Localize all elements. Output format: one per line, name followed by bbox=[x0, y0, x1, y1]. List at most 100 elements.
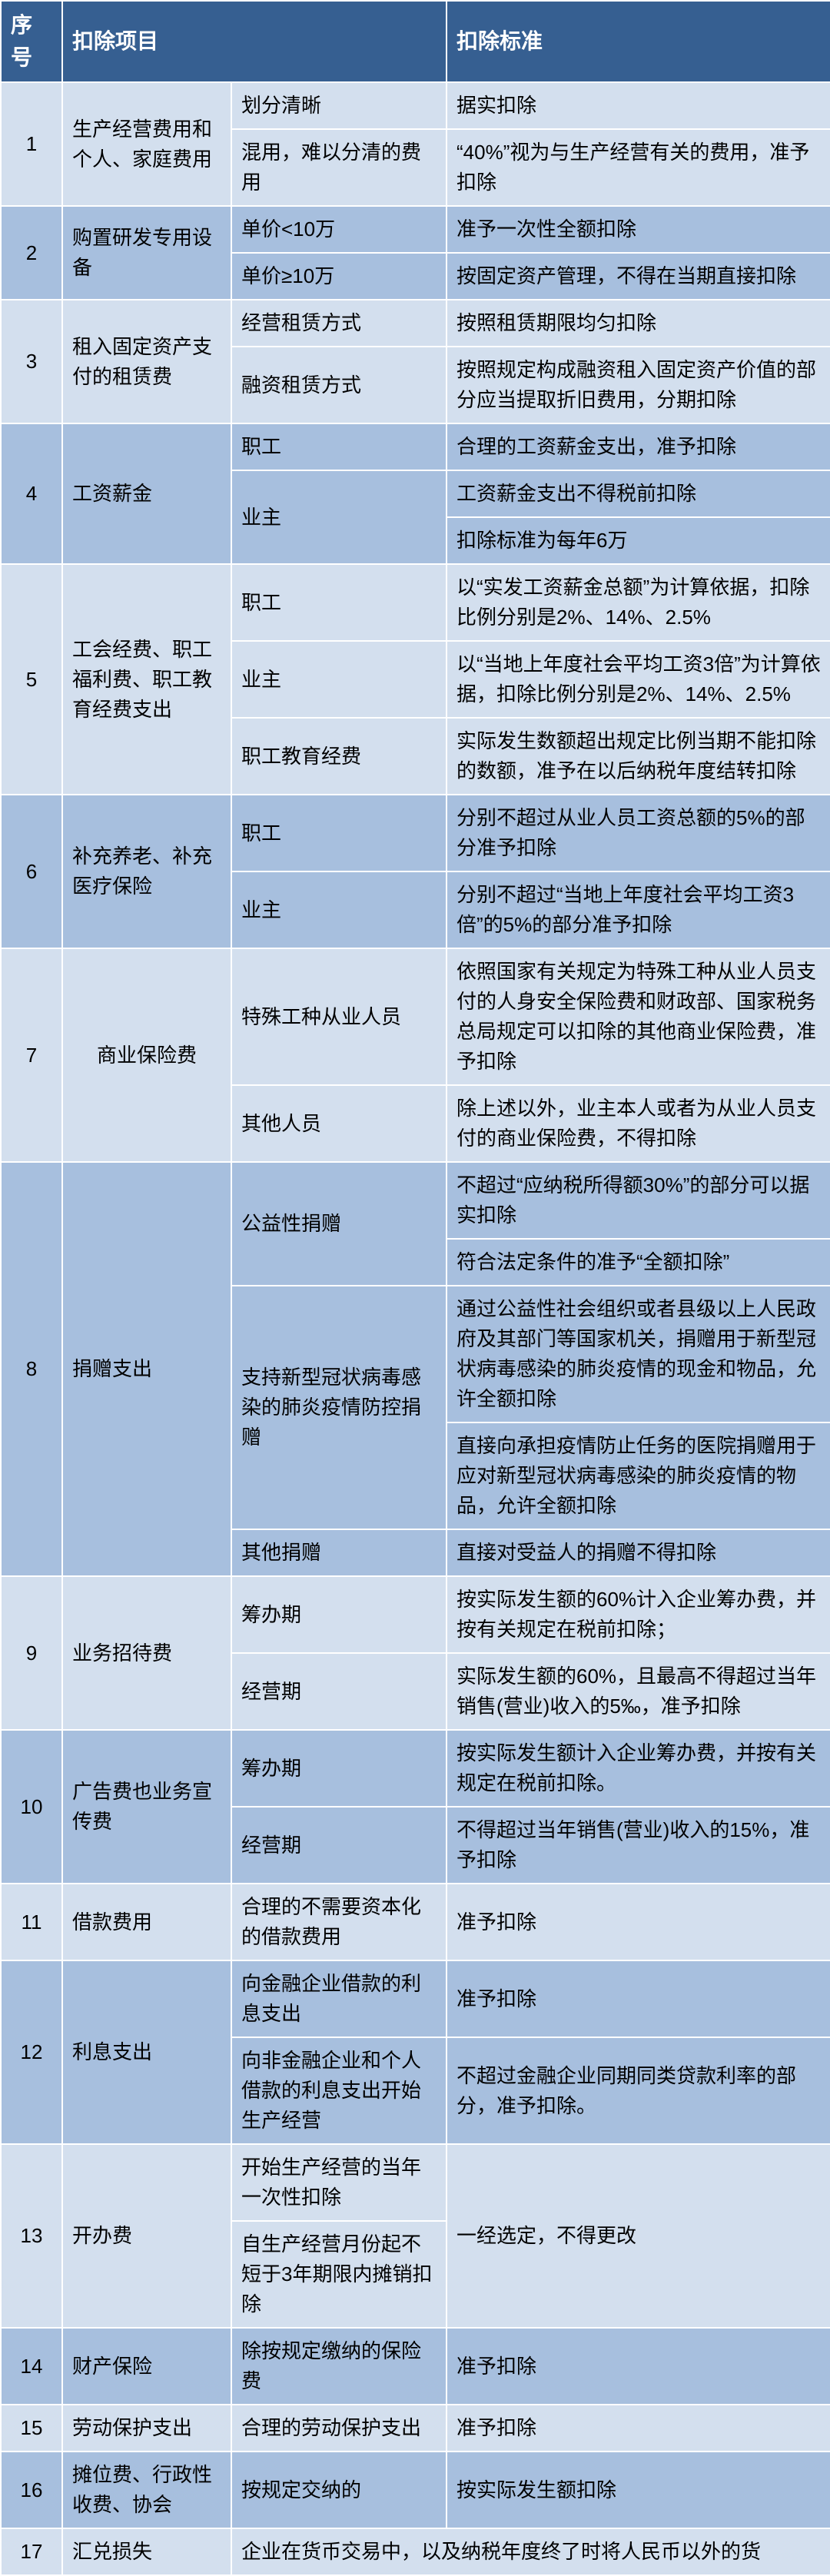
table-cell: 经营期 bbox=[231, 1807, 447, 1884]
header-standard: 扣除标准 bbox=[447, 1, 830, 82]
table-cell: 单价<10万 bbox=[231, 206, 447, 253]
table-cell: 支持新型冠状病毒感染的肺炎疫情防控捐赠 bbox=[231, 1286, 447, 1529]
table-cell: 工资薪金 bbox=[62, 423, 231, 564]
table-cell: 14 bbox=[1, 2328, 62, 2405]
table-cell: 业主 bbox=[231, 470, 447, 564]
table-cell: 职工 bbox=[231, 564, 447, 641]
table-cell: 其他人员 bbox=[231, 1085, 447, 1162]
table-header: 序号 扣除项目 扣除标准 bbox=[1, 1, 830, 82]
table-cell: 借款费用 bbox=[62, 1884, 231, 1960]
table-cell: 16 bbox=[1, 2452, 62, 2528]
table-cell: 准予一次性全额扣除 bbox=[447, 206, 830, 253]
table-cell: 实际发生额的60%，且最高不得超过当年销售(营业)收入的5‰，准予扣除 bbox=[447, 1653, 830, 1730]
table-row: 11借款费用合理的不需要资本化的借款费用准予扣除 bbox=[1, 1884, 830, 1960]
table-cell: 扣除标准为每年6万 bbox=[447, 517, 830, 564]
table-cell: 劳动保护支出 bbox=[62, 2405, 231, 2452]
table-cell: 4 bbox=[1, 423, 62, 564]
header-seq: 序号 bbox=[1, 1, 62, 82]
table-row: 4工资薪金职工合理的工资薪金支出，准予扣除 bbox=[1, 423, 830, 470]
table-cell: 利息支出 bbox=[62, 1960, 231, 2144]
table-cell: 业主 bbox=[231, 871, 447, 948]
table-cell: 通过公益性社会组织或者县级以上人民政府及其部门等国家机关，捐赠用于新型冠状病毒感… bbox=[447, 1286, 830, 1422]
table-row: 10广告费也业务宣传费筹办期按实际发生额计入企业筹办费，并按有关规定在税前扣除。 bbox=[1, 1730, 830, 1807]
table-cell: 按实际发生额计入企业筹办费，并按有关规定在税前扣除。 bbox=[447, 1730, 830, 1807]
table-cell: 9 bbox=[1, 1576, 62, 1730]
table-cell: 7 bbox=[1, 948, 62, 1162]
table-cell: 筹办期 bbox=[231, 1730, 447, 1807]
table-row: 8捐赠支出公益性捐赠不超过“应纳税所得额30%”的部分可以据实扣除 bbox=[1, 1162, 830, 1239]
table-cell: 按规定交纳的 bbox=[231, 2452, 447, 2528]
table-cell: 13 bbox=[1, 2144, 62, 2328]
table-row: 6补充养老、补充医疗保险职工分别不超过从业人员工资总额的5%的部分准予扣除 bbox=[1, 795, 830, 871]
table-cell: 按实际发生额的60%计入企业筹办费，并按有关规定在税前扣除； bbox=[447, 1576, 830, 1653]
table-cell: 经营期 bbox=[231, 1653, 447, 1730]
table-cell: 据实扣除 bbox=[447, 82, 830, 129]
table-cell: 以“实发工资薪金总额”为计算依据，扣除比例分别是2%、14%、2.5% bbox=[447, 564, 830, 641]
table-row: 13开办费开始生产经营的当年一次性扣除一经选定，不得更改 bbox=[1, 2144, 830, 2221]
header-item: 扣除项目 bbox=[62, 1, 447, 82]
table-cell: 以“当地上年度社会平均工资3倍”为计算依据，扣除比例分别是2%、14%、2.5% bbox=[447, 641, 830, 718]
table-cell: 按实际发生额扣除 bbox=[447, 2452, 830, 2528]
table-cell: 向金融企业借款的利息支出 bbox=[231, 1960, 447, 2037]
table-cell: 单价≥10万 bbox=[231, 253, 447, 300]
table-cell: 按固定资产管理，不得在当期直接扣除 bbox=[447, 253, 830, 300]
table-body: 1生产经营费用和个人、家庭费用划分清晰据实扣除混用，难以分清的费用“40%”视为… bbox=[1, 82, 830, 2575]
table-row: 17汇兑损失企业在货币交易中，以及纳税年度终了时将人民币以外的货 bbox=[1, 2528, 830, 2575]
table-row: 7商业保险费特殊工种从业人员依照国家有关规定为特殊工种从业人员支付的人身安全保险… bbox=[1, 948, 830, 1085]
table-cell: 租入固定资产支付的租赁费 bbox=[62, 300, 231, 423]
table-cell: 准予扣除 bbox=[447, 1884, 830, 1960]
table-cell: 分别不超过从业人员工资总额的5%的部分准予扣除 bbox=[447, 795, 830, 871]
table-cell: 业务招待费 bbox=[62, 1576, 231, 1730]
table-cell: 划分清晰 bbox=[231, 82, 447, 129]
deduction-table: 序号 扣除项目 扣除标准 1生产经营费用和个人、家庭费用划分清晰据实扣除混用，难… bbox=[0, 0, 830, 2576]
table-cell: “40%”视为与生产经营有关的费用，准予扣除 bbox=[447, 129, 830, 206]
table-cell: 购置研发专用设备 bbox=[62, 206, 231, 300]
table-cell: 依照国家有关规定为特殊工种从业人员支付的人身安全保险费和财政部、国家税务总局规定… bbox=[447, 948, 830, 1085]
table-cell: 11 bbox=[1, 1884, 62, 1960]
table-cell: 汇兑损失 bbox=[62, 2528, 231, 2575]
table-cell: 直接对受益人的捐赠不得扣除 bbox=[447, 1529, 830, 1576]
table-cell: 10 bbox=[1, 1730, 62, 1884]
table-cell: 开始生产经营的当年一次性扣除 bbox=[231, 2144, 447, 2221]
table-cell: 3 bbox=[1, 300, 62, 423]
table-cell: 工会经费、职工福利费、职工教育经费支出 bbox=[62, 564, 231, 795]
table-cell: 广告费也业务宣传费 bbox=[62, 1730, 231, 1884]
table-cell: 融资租赁方式 bbox=[231, 347, 447, 423]
table-cell: 合理的劳动保护支出 bbox=[231, 2405, 447, 2452]
table-cell: 准予扣除 bbox=[447, 2328, 830, 2405]
table-cell: 不超过金融企业同期同类贷款利率的部分，准予扣除。 bbox=[447, 2037, 830, 2144]
table-cell: 2 bbox=[1, 206, 62, 300]
table-cell: 准予扣除 bbox=[447, 1960, 830, 2037]
table-cell: 商业保险费 bbox=[62, 948, 231, 1162]
table-cell: 补充养老、补充医疗保险 bbox=[62, 795, 231, 948]
table-cell: 职工 bbox=[231, 795, 447, 871]
table-cell: 按照租赁期限均匀扣除 bbox=[447, 300, 830, 347]
table-cell: 经营租赁方式 bbox=[231, 300, 447, 347]
table-cell: 特殊工种从业人员 bbox=[231, 948, 447, 1085]
table-row: 16摊位费、行政性收费、协会按规定交纳的按实际发生额扣除 bbox=[1, 2452, 830, 2528]
table-cell: 筹办期 bbox=[231, 1576, 447, 1653]
table-cell: 职工 bbox=[231, 423, 447, 470]
table-row: 12利息支出向金融企业借款的利息支出准予扣除 bbox=[1, 1960, 830, 2037]
table-row: 15劳动保护支出合理的劳动保护支出准予扣除 bbox=[1, 2405, 830, 2452]
table-cell: 8 bbox=[1, 1162, 62, 1576]
table-cell: 捐赠支出 bbox=[62, 1162, 231, 1576]
table-cell: 实际发生数额超出规定比例当期不能扣除的数额，准予在以后纳税年度结转扣除 bbox=[447, 718, 830, 795]
table-cell: 除上述以外，业主本人或者为从业人员支付的商业保险费，不得扣除 bbox=[447, 1085, 830, 1162]
table-cell: 财产保险 bbox=[62, 2328, 231, 2405]
table-cell: 自生产经营月份起不短于3年期限内摊销扣除 bbox=[231, 2221, 447, 2328]
table-cell: 向非金融企业和个人借款的利息支出开始生产经营 bbox=[231, 2037, 447, 2144]
table-cell: 不超过“应纳税所得额30%”的部分可以据实扣除 bbox=[447, 1162, 830, 1239]
table-cell: 职工教育经费 bbox=[231, 718, 447, 795]
table-cell: 公益性捐赠 bbox=[231, 1162, 447, 1286]
table-row: 2购置研发专用设备单价<10万准予一次性全额扣除 bbox=[1, 206, 830, 253]
table-cell: 17 bbox=[1, 2528, 62, 2575]
table-cell: 合理的不需要资本化的借款费用 bbox=[231, 1884, 447, 1960]
table-cell: 其他捐赠 bbox=[231, 1529, 447, 1576]
table-cell: 工资薪金支出不得税前扣除 bbox=[447, 470, 830, 517]
table-cell: 企业在货币交易中，以及纳税年度终了时将人民币以外的货 bbox=[231, 2528, 830, 2575]
table-row: 14财产保险除按规定缴纳的保险费准予扣除 bbox=[1, 2328, 830, 2405]
table-cell: 分别不超过“当地上年度社会平均工资3倍”的5%的部分准予扣除 bbox=[447, 871, 830, 948]
table-row: 3租入固定资产支付的租赁费经营租赁方式按照租赁期限均匀扣除 bbox=[1, 300, 830, 347]
table-cell: 生产经营费用和个人、家庭费用 bbox=[62, 82, 231, 206]
